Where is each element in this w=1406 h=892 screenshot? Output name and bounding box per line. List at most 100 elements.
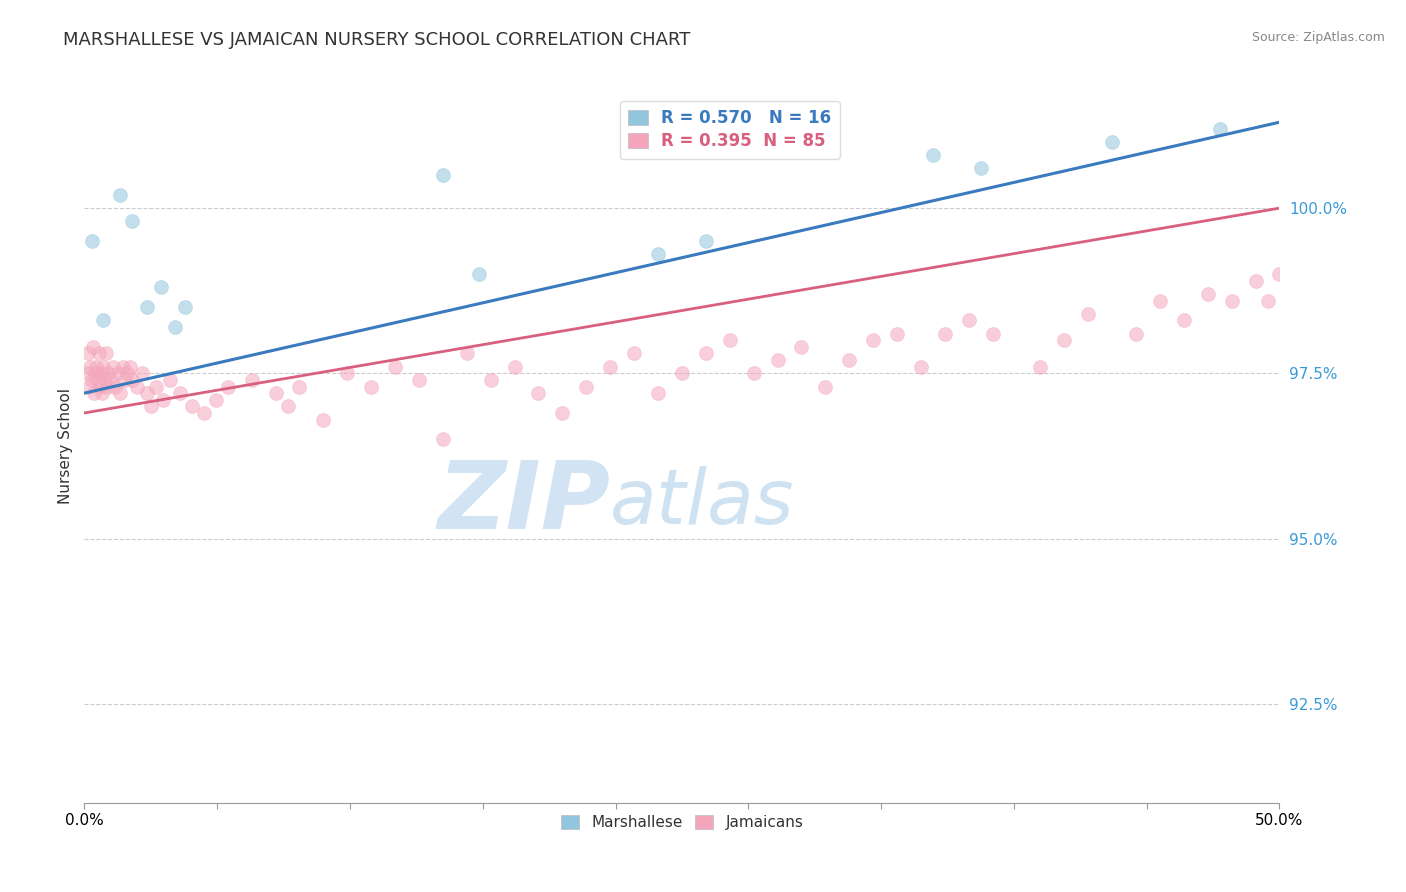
Point	[575, 379, 598, 393]
Point	[89, 379, 111, 393]
Point	[1173, 313, 1195, 327]
Point	[479, 373, 502, 387]
Point	[77, 379, 100, 393]
Point	[1209, 121, 1232, 136]
Point	[87, 346, 110, 360]
Point	[1125, 326, 1147, 341]
Point	[312, 412, 335, 426]
Point	[76, 367, 98, 381]
Point	[90, 367, 112, 381]
Legend: Marshallese, Jamaicans: Marshallese, Jamaicans	[553, 807, 811, 838]
Point	[240, 373, 263, 387]
Point	[169, 386, 191, 401]
Point	[647, 247, 669, 261]
Point	[80, 373, 103, 387]
Point	[110, 386, 132, 401]
Point	[131, 367, 153, 381]
Point	[432, 433, 454, 447]
Point	[145, 379, 167, 393]
Point	[165, 320, 187, 334]
Point	[141, 400, 163, 414]
Point	[623, 346, 645, 360]
Point	[101, 359, 124, 374]
Point	[922, 148, 945, 162]
Point	[117, 367, 139, 381]
Point	[814, 379, 837, 393]
Text: Source: ZipAtlas.com: Source: ZipAtlas.com	[1251, 31, 1385, 45]
Point	[152, 392, 174, 407]
Point	[957, 313, 980, 327]
Point	[135, 300, 157, 314]
Point	[205, 392, 228, 407]
Point	[82, 340, 104, 354]
Point	[551, 406, 574, 420]
Y-axis label: Nursery School: Nursery School	[58, 388, 73, 504]
Point	[193, 406, 215, 420]
Point	[599, 359, 621, 374]
Point	[111, 359, 134, 374]
Point	[135, 386, 157, 401]
Point	[1101, 135, 1123, 149]
Point	[93, 373, 115, 387]
Point	[1244, 274, 1267, 288]
Point	[408, 373, 430, 387]
Point	[981, 326, 1004, 341]
Point	[118, 359, 141, 374]
Point	[149, 280, 172, 294]
Point	[91, 386, 114, 401]
Point	[1053, 333, 1076, 347]
Point	[110, 188, 132, 202]
Point	[288, 379, 311, 393]
Point	[527, 386, 550, 401]
Point	[1029, 359, 1052, 374]
Point	[384, 359, 406, 374]
Text: ZIP: ZIP	[437, 457, 610, 549]
Point	[83, 386, 105, 401]
Point	[468, 267, 491, 281]
Point	[695, 234, 717, 248]
Point	[94, 346, 117, 360]
Point	[104, 379, 127, 393]
Point	[80, 234, 103, 248]
Point	[79, 359, 101, 374]
Point	[432, 168, 454, 182]
Point	[86, 373, 108, 387]
Point	[100, 373, 122, 387]
Point	[159, 373, 181, 387]
Point	[718, 333, 741, 347]
Point	[456, 346, 478, 360]
Point	[84, 367, 107, 381]
Point	[503, 359, 526, 374]
Point	[114, 373, 136, 387]
Point	[217, 379, 239, 393]
Point	[121, 214, 143, 228]
Point	[742, 367, 765, 381]
Point	[862, 333, 884, 347]
Point	[86, 359, 108, 374]
Point	[671, 367, 693, 381]
Point	[1149, 293, 1171, 308]
Point	[1197, 287, 1219, 301]
Point	[838, 353, 860, 368]
Text: atlas: atlas	[610, 467, 794, 540]
Point	[121, 373, 143, 387]
Point	[1257, 293, 1279, 308]
Point	[173, 300, 195, 314]
Point	[125, 379, 148, 393]
Point	[970, 161, 993, 176]
Point	[934, 326, 956, 341]
Point	[277, 400, 299, 414]
Point	[107, 367, 129, 381]
Point	[97, 367, 120, 381]
Point	[886, 326, 908, 341]
Point	[96, 379, 118, 393]
Point	[695, 346, 717, 360]
Point	[360, 379, 382, 393]
Point	[790, 340, 813, 354]
Point	[93, 313, 115, 327]
Point	[1077, 307, 1099, 321]
Point	[1268, 267, 1291, 281]
Point	[1220, 293, 1243, 308]
Point	[181, 400, 204, 414]
Point	[766, 353, 789, 368]
